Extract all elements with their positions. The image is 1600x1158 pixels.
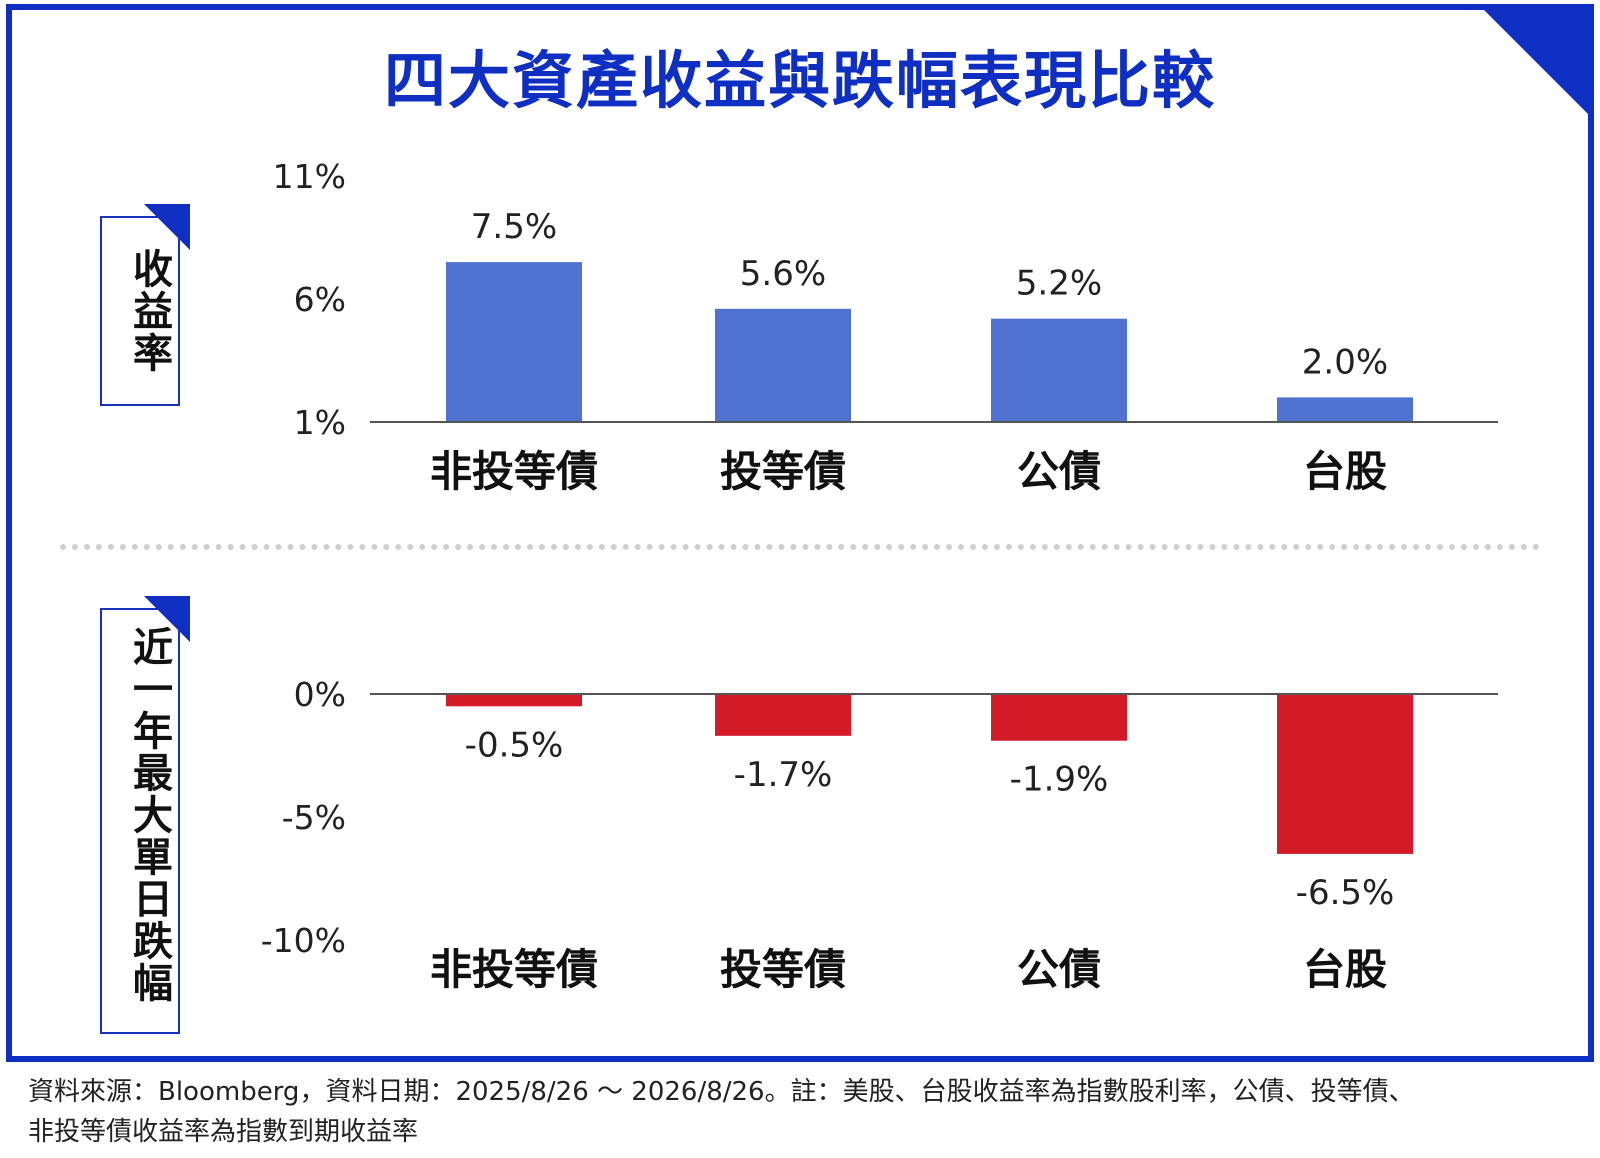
source-line-2: 非投等債收益率為指數到期收益率 — [28, 1117, 419, 1147]
yield-bar — [446, 262, 582, 422]
category-label: 投等債 — [720, 945, 846, 994]
section-divider — [60, 544, 1540, 550]
drawdown-section-label-text: 近一年最大單日跌幅 — [126, 626, 172, 1004]
drawdown-bar — [991, 694, 1127, 741]
drawdown-bar — [446, 694, 582, 707]
chart-frame — [6, 4, 1594, 1062]
bar-value-label: -1.7% — [734, 755, 833, 795]
label-tab-decoration — [144, 596, 190, 642]
y-tick-label: -10% — [261, 921, 346, 960]
y-tick-label: 6% — [294, 280, 346, 319]
yield-bar — [715, 308, 851, 422]
y-tick-label: -5% — [282, 798, 346, 837]
bar-value-label: 7.5% — [471, 207, 557, 247]
drawdown-section-label: 近一年最大單日跌幅 — [100, 596, 190, 1034]
bar-value-label: -6.5% — [1296, 873, 1395, 913]
yield-bar — [1277, 397, 1413, 422]
bar-value-label: 5.6% — [740, 254, 826, 294]
frame-corner-decoration — [1484, 10, 1588, 114]
drawdown-bar — [715, 694, 851, 736]
y-tick-label: 11% — [273, 157, 346, 196]
bar-value-label: -0.5% — [465, 725, 564, 765]
yield-bar — [991, 318, 1127, 422]
category-label: 投等債 — [720, 447, 846, 496]
category-label: 台股 — [1303, 447, 1387, 496]
category-label: 公債 — [1017, 945, 1101, 994]
source-line-1: 資料來源：Bloomberg，資料日期：2025/8/26 ～ 2026/8/2… — [28, 1077, 1415, 1107]
category-label: 非投等債 — [430, 945, 598, 994]
label-tab-decoration — [144, 204, 190, 250]
bar-value-label: -1.9% — [1010, 760, 1109, 800]
bar-value-label: 2.0% — [1302, 342, 1388, 382]
bar-value-label: 5.2% — [1016, 264, 1102, 304]
y-tick-label: 0% — [294, 675, 346, 714]
y-tick-label: 1% — [294, 403, 346, 442]
category-label: 非投等債 — [430, 447, 598, 496]
chart-title: 四大資產收益與跌幅表現比較 — [383, 44, 1216, 117]
yield-section-label: 收益率 — [100, 204, 190, 406]
drawdown-bar — [1277, 694, 1413, 854]
category-label: 公債 — [1017, 447, 1101, 496]
source-note: 資料來源：Bloomberg，資料日期：2025/8/26 ～ 2026/8/2… — [28, 1072, 1588, 1152]
yield-section-label-text: 收益率 — [126, 248, 172, 374]
category-label: 台股 — [1303, 945, 1387, 994]
